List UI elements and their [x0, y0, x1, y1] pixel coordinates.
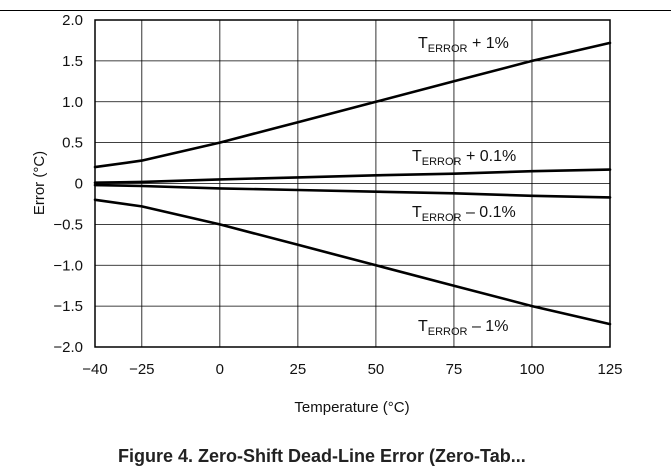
x-tick-label: 125 [597, 361, 622, 378]
x-tick-label: −25 [129, 361, 154, 378]
series-line [93, 41, 612, 169]
figure-caption: Figure 4. Zero-Shift Dead-Line Error (Ze… [0, 440, 671, 470]
series-label-sub: ERROR [428, 43, 468, 55]
x-tick-label: 100 [519, 361, 544, 378]
x-tick-label: −40 [82, 361, 107, 378]
series-label-tail: + 0.1% [462, 148, 517, 165]
series-label-sub: ERROR [422, 156, 462, 168]
x-tick-label: 0 [216, 361, 224, 378]
y-tick-label: −1.5 [53, 298, 83, 315]
y-axis-title: Error (°C) [31, 151, 48, 215]
x-tick-label: 75 [446, 361, 463, 378]
series-label-main: T [418, 35, 428, 52]
series-label-tail: + 1% [468, 35, 509, 52]
series-label: TERROR – 1% [418, 318, 508, 338]
y-tick-label: −1.0 [53, 257, 83, 274]
chart: −40 −25 0 25 50 75 100 125 2.0 1.5 1.0 0.5 0 −0.5 −1.0… [31, 12, 623, 416]
x-tick-label: 25 [290, 361, 307, 378]
y-tick-label: 0 [75, 176, 83, 193]
series-label-sub: ERROR [428, 326, 468, 338]
grid [95, 20, 610, 347]
series-label-tail: – 1% [468, 318, 509, 335]
series-label-sub: ERROR [422, 212, 462, 224]
series-label-tail: – 0.1% [462, 204, 516, 221]
y-tick-label: −0.5 [53, 216, 83, 233]
series-line [93, 183, 612, 199]
y-tick-label: 1.5 [62, 53, 83, 70]
series-lines [93, 41, 612, 326]
series-labels: TERROR + 1%TERROR + 0.1%TERROR – 0.1%TER… [412, 35, 516, 338]
y-tick-label: 0.5 [62, 135, 83, 152]
series-label-main: T [418, 318, 428, 335]
y-tick-label: −2.0 [53, 339, 83, 356]
caption-text: Figure 4. Zero-Shift Dead-Line Error (Ze… [118, 446, 526, 466]
y-tick-label: 2.0 [62, 12, 83, 29]
top-rule [0, 10, 671, 11]
series-label: TERROR + 1% [418, 35, 509, 55]
tick-labels: −40 −25 0 25 50 75 100 125 2.0 1.5 1.0 0.5 0 −0.5 −1.0… [53, 12, 622, 378]
series-line [93, 168, 612, 184]
x-axis-title: Temperature (°C) [294, 399, 409, 416]
y-tick-label: 1.0 [62, 94, 83, 111]
series-label-main: T [412, 204, 422, 221]
plot-frame [94, 19, 611, 348]
series-label-main: T [412, 148, 422, 165]
series-label: TERROR – 0.1% [412, 204, 516, 224]
series-line [93, 198, 612, 326]
x-tick-label: 50 [368, 361, 385, 378]
series-label: TERROR + 0.1% [412, 148, 516, 168]
